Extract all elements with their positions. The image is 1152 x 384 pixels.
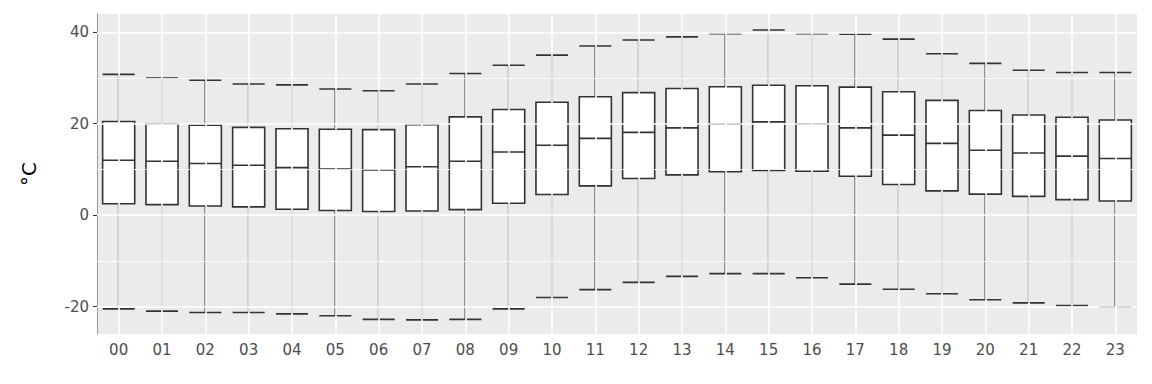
svg-text:05: 05 [326,341,345,359]
svg-text:10: 10 [542,341,561,359]
svg-text:00: 00 [109,341,128,359]
svg-text:19: 19 [932,341,951,359]
svg-text:°C: °C [17,162,41,186]
svg-text:04: 04 [282,341,301,359]
svg-text:09: 09 [499,341,518,359]
svg-text:03: 03 [239,341,258,359]
svg-text:0: 0 [79,206,89,224]
svg-text:14: 14 [716,341,735,359]
svg-text:22: 22 [1062,341,1081,359]
svg-text:12: 12 [629,341,648,359]
svg-text:18: 18 [889,341,908,359]
svg-text:08: 08 [456,341,475,359]
svg-text:21: 21 [1019,341,1038,359]
svg-text:-20: -20 [65,298,90,316]
svg-text:17: 17 [846,341,865,359]
svg-text:11: 11 [586,341,605,359]
svg-text:23: 23 [1106,341,1125,359]
svg-text:07: 07 [412,341,431,359]
svg-text:13: 13 [672,341,691,359]
svg-text:16: 16 [802,341,821,359]
svg-text:06: 06 [369,341,388,359]
svg-text:01: 01 [152,341,171,359]
svg-text:20: 20 [976,341,995,359]
svg-text:15: 15 [759,341,778,359]
svg-text:02: 02 [196,341,215,359]
svg-text:40: 40 [70,23,89,41]
svg-text:20: 20 [70,115,89,133]
